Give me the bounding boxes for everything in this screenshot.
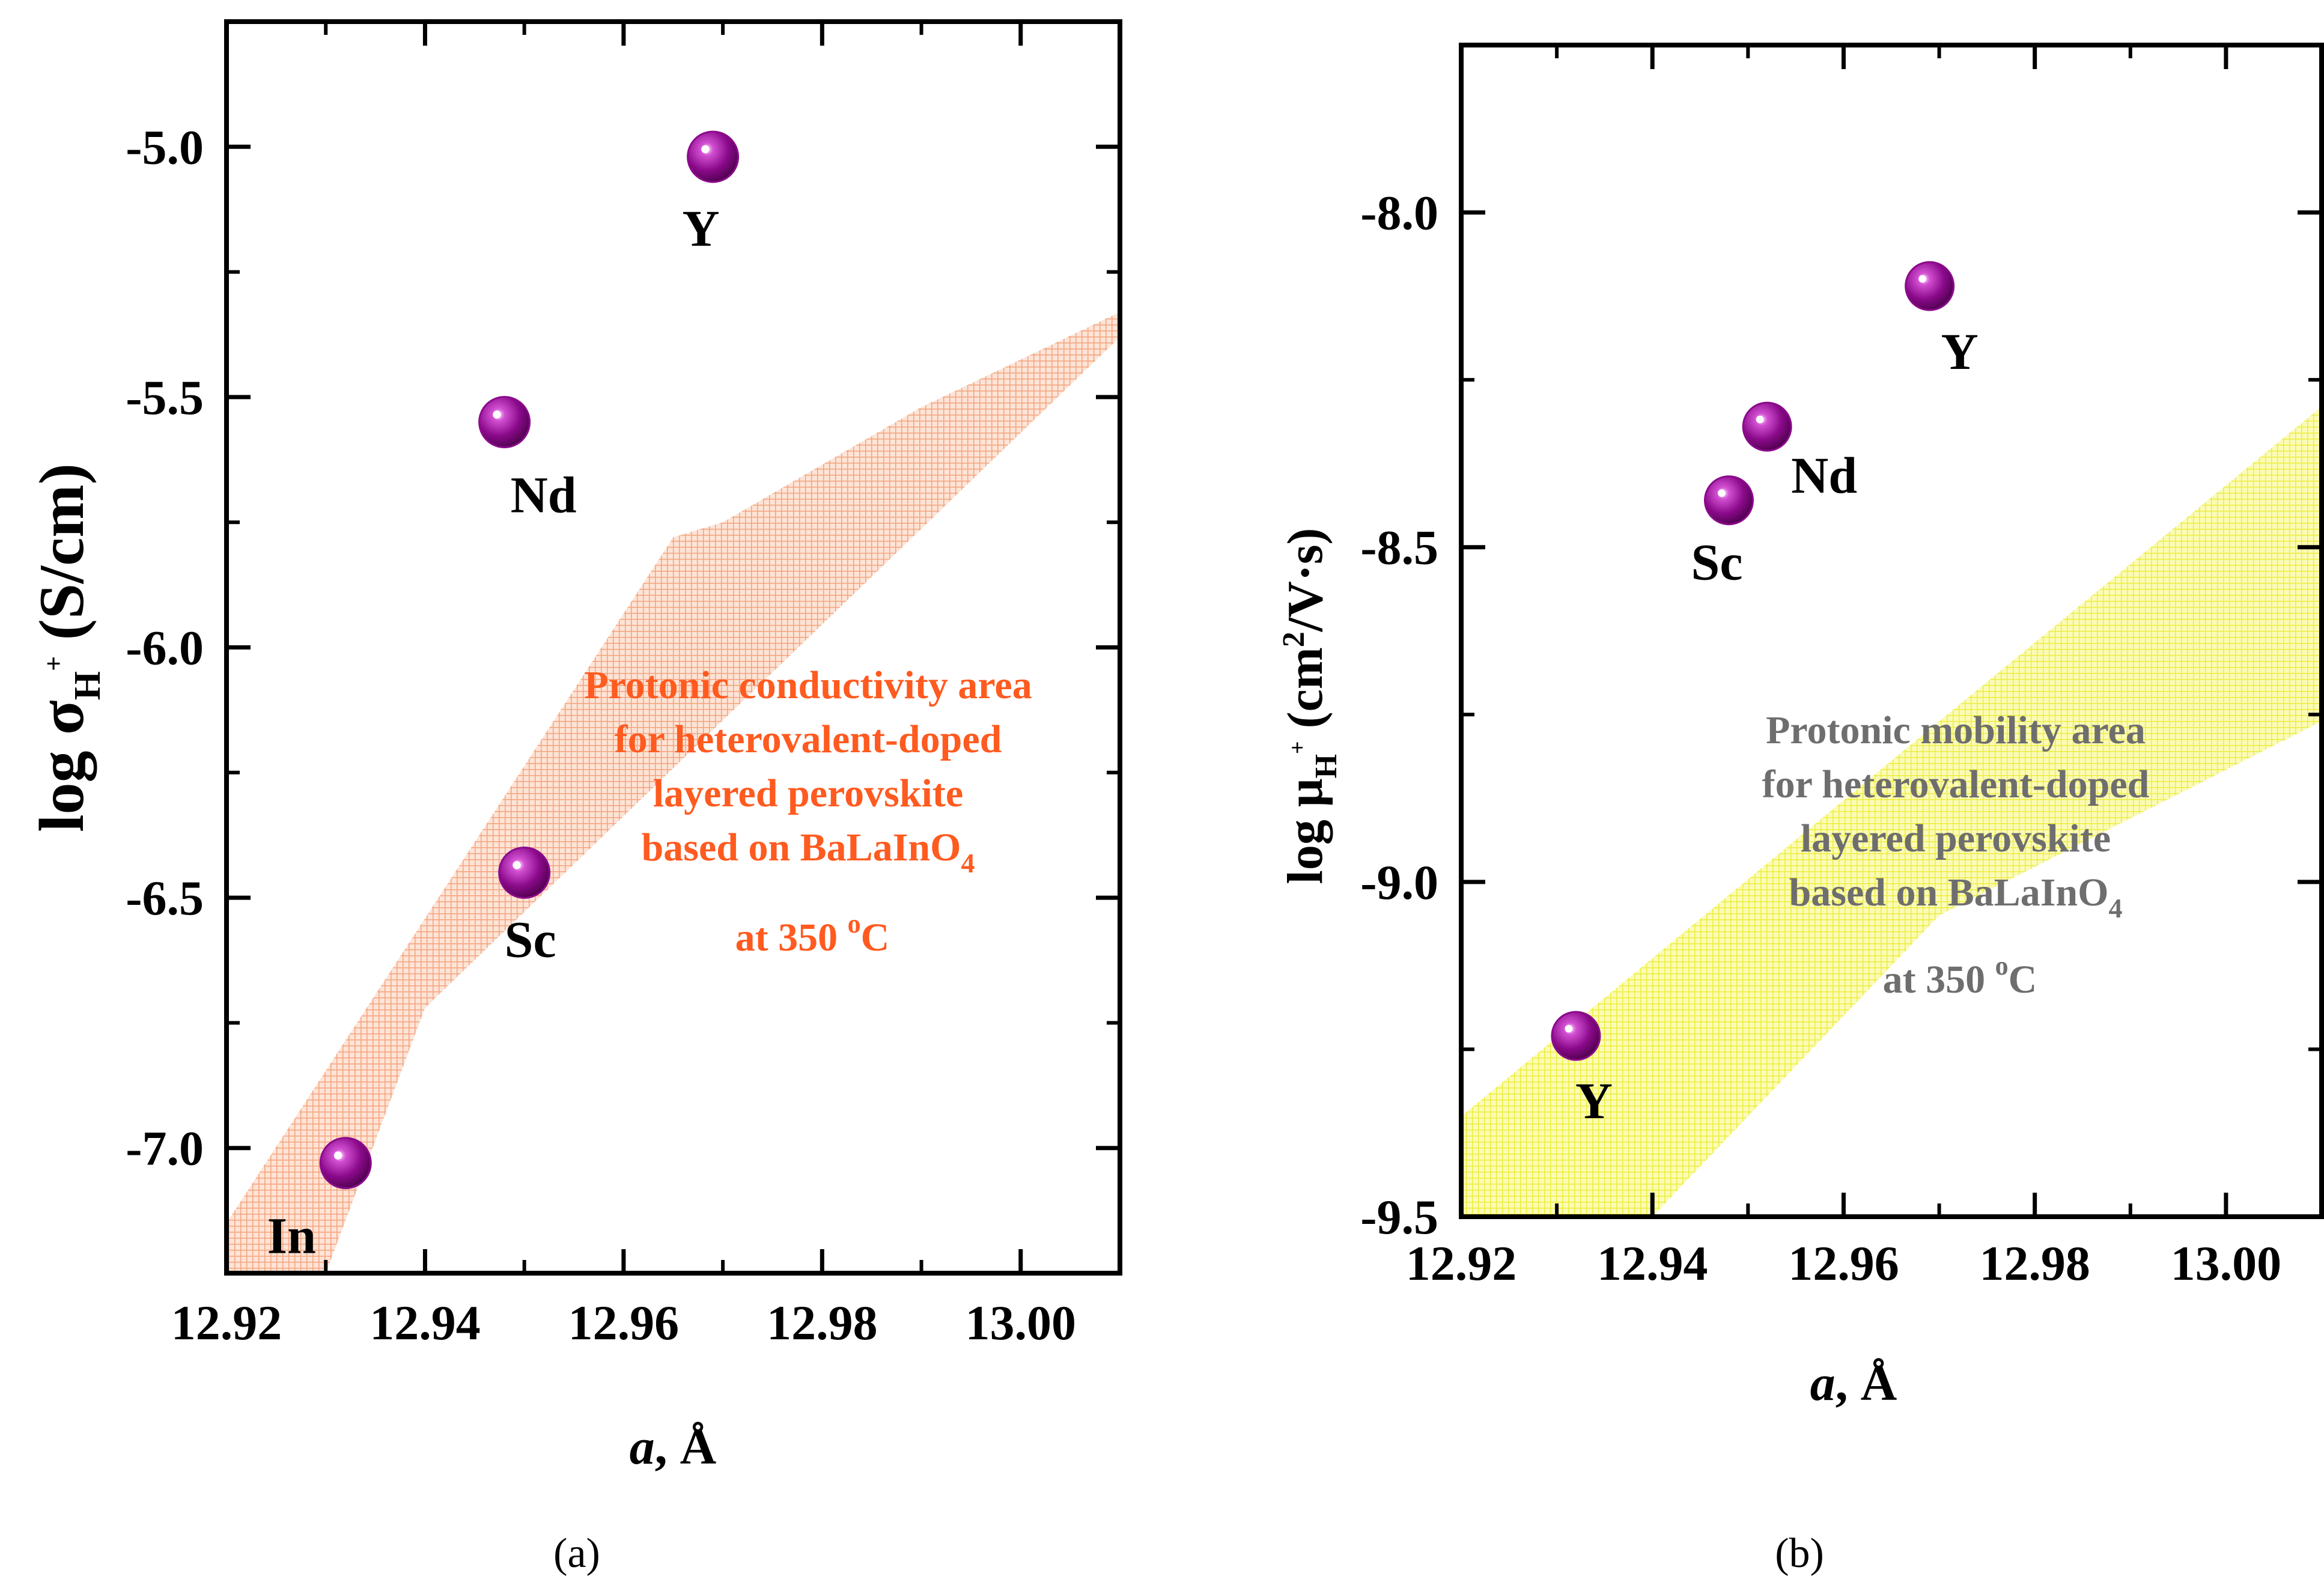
point-label: Y [1941, 323, 1979, 380]
x-tick-label: 13.00 [966, 1295, 1077, 1350]
y-axis-ticks: -8.0 -8.5 -9.0 -9.5 [1360, 43, 2322, 1244]
data-point-highlight [1756, 415, 1764, 424]
x-axis-title: a, Å [1810, 1355, 1897, 1411]
y-tick-label: -5.5 [126, 370, 204, 425]
point-label: Sc [505, 910, 556, 968]
point-label: Nd [511, 466, 577, 524]
panel-b: 12.92 12.94 12.96 12.98 13.00 -8.0 -8.5 -9.0 -9… [1277, 43, 2324, 1577]
mobility-area [1461, 406, 2322, 1217]
y-tick-label: -7.0 [126, 1121, 204, 1176]
y-axis-title: log μH+ (cm2/V·s) [1277, 528, 1343, 884]
data-points: Y Nd Sc In [267, 130, 740, 1265]
annotation-line-4: based on BaLaInO4 [1789, 871, 2123, 923]
point-label: Nd [1791, 446, 1857, 504]
x-axis-ticks: 12.92 12.94 12.96 12.98 13.00 [1406, 45, 2323, 1291]
panel-label-b: (b) [1775, 1530, 1824, 1577]
panel-a: 12.92 12.94 12.96 12.98 13.00 -5.0 -5.5 -6.0 -6… [26, 19, 1122, 1577]
data-point-nd [1742, 401, 1792, 452]
x-tick-label: 12.98 [767, 1295, 878, 1350]
y-tick-label: -8.0 [1360, 186, 1438, 240]
data-point-highlight [1718, 489, 1726, 497]
data-point-sc [1704, 475, 1754, 526]
x-tick-label: 12.94 [370, 1295, 481, 1350]
data-point-highlight [333, 1151, 342, 1160]
annotation-line-2: for heterovalent-doped [1762, 762, 2150, 806]
annotation-line-2: for heterovalent-doped [615, 717, 1002, 761]
annotation-temperature: at 350 oC [735, 909, 890, 960]
annotation-line-3: layered perovskite [1801, 817, 2111, 860]
y-tick-label: -8.5 [1360, 520, 1438, 575]
data-point-sc [498, 846, 551, 899]
y-tick-label: -6.0 [126, 621, 204, 675]
y-tick-label: -5.0 [126, 120, 204, 174]
plot-frame [224, 19, 1122, 1276]
data-point-y [687, 130, 740, 183]
x-tick-label: 12.94 [1597, 1236, 1708, 1291]
data-point-in [319, 1137, 372, 1190]
data-point-highlight [513, 861, 521, 869]
y-tick-label: -6.5 [126, 871, 204, 925]
x-tick-label: 12.96 [1788, 1236, 1899, 1291]
data-point-highlight [493, 410, 501, 419]
y-axis-title: log σH+ (S/cm) [26, 463, 108, 832]
x-tick-label: 12.96 [568, 1295, 680, 1350]
plot-frame [1459, 43, 2324, 1219]
annotation-temperature: at 350 oC [1883, 951, 2037, 1002]
annotation-line-1: Protonic mobility area [1766, 708, 2146, 752]
panel-label-a: (a) [553, 1530, 600, 1577]
conductivity-area [227, 312, 1120, 1273]
data-point-highlight [1565, 1024, 1573, 1033]
data-points: Y Nd Sc Y [1551, 261, 1979, 1130]
data-point-nd [478, 396, 531, 449]
x-tick-label: 13.00 [2171, 1236, 2282, 1291]
annotation-line-3: layered perovskite [653, 771, 963, 815]
point-label: Y [1575, 1072, 1613, 1130]
x-axis-ticks: 12.92 12.94 12.96 12.98 13.00 [171, 22, 1122, 1350]
point-label: In [267, 1207, 316, 1265]
data-point-highlight [1918, 275, 1927, 283]
point-label: Y [683, 199, 720, 257]
annotation-line-1: Protonic conductivity area [584, 663, 1032, 707]
data-point-highlight [701, 145, 710, 154]
point-label: Sc [1691, 534, 1743, 591]
x-tick-label: 12.92 [1406, 1236, 1517, 1291]
x-tick-label: 12.92 [171, 1295, 282, 1350]
y-tick-label: -9.0 [1360, 855, 1438, 910]
x-tick-label: 12.98 [1979, 1236, 2090, 1291]
y-tick-label: -9.5 [1360, 1190, 1438, 1244]
data-point-y [1905, 261, 1955, 311]
y-axis-ticks: -5.0 -5.5 -6.0 -6.5 -7.0 [126, 20, 1120, 1275]
data-point-y [1551, 1011, 1601, 1061]
x-axis-title: a, Å [630, 1419, 717, 1475]
annotation-line-4: based on BaLaInO4 [642, 826, 975, 878]
